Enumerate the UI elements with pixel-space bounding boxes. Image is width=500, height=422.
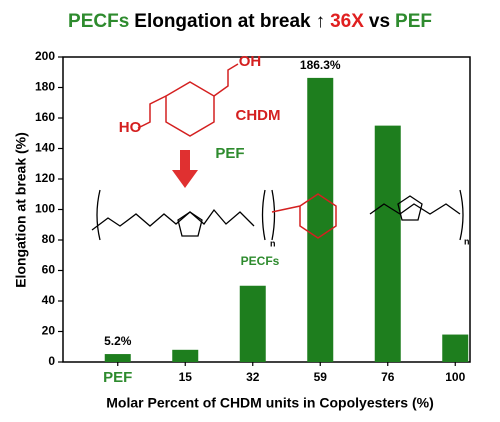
bar: [172, 349, 199, 362]
annotation: PECFs: [241, 254, 280, 268]
x-tick-label: 76: [381, 370, 395, 384]
annotation: PEF: [215, 145, 244, 162]
annotation: n: [464, 236, 470, 246]
y-tick-label: 60: [42, 263, 56, 277]
title-part: vs: [369, 11, 390, 32]
title-part: 36X: [330, 11, 364, 32]
x-tick-label: 59: [314, 370, 328, 384]
y-tick-label: 180: [35, 80, 55, 94]
y-tick-label: 120: [35, 171, 55, 185]
y-tick-label: 80: [42, 232, 56, 246]
pef-chain: [91, 208, 255, 231]
brackets: [96, 189, 464, 241]
chart-title: PECFs Elongation at break ↑ 36X vs PEF: [68, 11, 432, 32]
annotation: n: [270, 238, 276, 248]
title-part: Elongation at break: [134, 11, 311, 32]
plot-area: 0 20 40 60 80 100 120 140 160 180 200 PEF 5.2% 15 32 59…: [35, 49, 471, 386]
y-tick-label: 0: [48, 354, 55, 368]
x-tick-label: 15: [179, 370, 193, 384]
x-tick-label: 100: [445, 370, 465, 384]
x-axis-label: Molar Percent of CHDM units in Copolyest…: [106, 395, 433, 411]
value-label: 5.2%: [104, 334, 132, 348]
y-axis-label: Elongation at break (%): [13, 132, 29, 288]
chdm-arm: [213, 63, 239, 97]
annotation: HO: [119, 119, 142, 136]
x-tick-label: PEF: [103, 369, 132, 386]
pef-chain2: [369, 203, 461, 215]
y-tick-label: 160: [35, 110, 55, 124]
annotation: OH: [239, 53, 262, 70]
x-tick-label: 32: [246, 370, 260, 384]
arrow-head: [172, 170, 198, 188]
chdm-arm: [137, 95, 167, 129]
y-tick-label: 140: [35, 141, 55, 155]
furan: [177, 211, 203, 237]
bar: [239, 285, 266, 362]
title-part: PEF: [395, 11, 432, 32]
bar: [374, 125, 401, 362]
bar: [104, 354, 131, 362]
chem-structure: [91, 63, 464, 241]
plot-frame: [62, 56, 471, 363]
y-tick-label: 40: [42, 293, 56, 307]
title-part: PECFs: [68, 11, 129, 32]
y-tick-label: 20: [42, 324, 56, 338]
annotation: CHDM: [236, 107, 281, 124]
y-tick-label: 200: [35, 49, 55, 63]
arrow-shaft: [180, 150, 190, 170]
value-label: 186.3%: [300, 58, 341, 72]
y-tick-label: 100: [35, 202, 55, 216]
bar: [442, 334, 469, 362]
title-part: ↑: [316, 11, 326, 32]
chdm-chain: [271, 193, 337, 239]
chdm-ring: [165, 81, 215, 137]
furan2: [397, 195, 423, 221]
bar: [307, 77, 334, 362]
